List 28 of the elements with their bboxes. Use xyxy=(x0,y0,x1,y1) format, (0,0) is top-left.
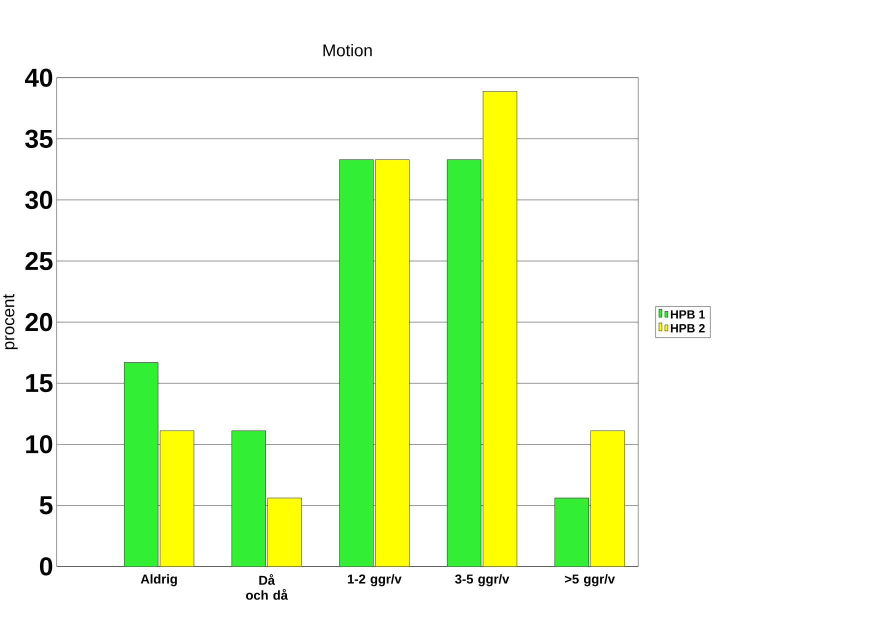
x-tick-label: 3-5 ggr/v xyxy=(455,574,510,586)
y-tick-label: 15 xyxy=(26,374,53,392)
y-tick-label: 25 xyxy=(25,252,53,270)
y-tick-label: 30 xyxy=(25,190,52,209)
bar xyxy=(554,498,589,566)
x-tick-label: Då och då xyxy=(246,574,288,600)
y-tick-label: 20 xyxy=(25,312,52,332)
bar xyxy=(160,430,194,566)
y-tick-label: 40 xyxy=(24,68,52,87)
y-tick-label: 5 xyxy=(40,496,53,514)
x-tick-label: >5 ggr/v xyxy=(564,574,615,586)
y-axis-title: procent xyxy=(3,294,18,350)
bar xyxy=(590,430,625,566)
bar xyxy=(124,362,158,566)
y-tick-label: 10 xyxy=(26,434,52,454)
bar xyxy=(339,159,374,566)
x-tick-label: 1-2 ggr/v xyxy=(348,574,402,586)
legend-label: HPB 2 xyxy=(670,324,705,332)
bar xyxy=(482,90,518,566)
bar xyxy=(446,159,482,566)
y-tick-label: 0 xyxy=(40,557,52,576)
legend-label: HPB 1 xyxy=(670,310,705,318)
bar xyxy=(375,159,410,566)
x-tick-label: Aldrig xyxy=(140,574,177,586)
chart-title: Motion xyxy=(324,44,372,56)
bar xyxy=(268,498,302,566)
bar xyxy=(232,430,266,566)
y-tick-label: 35 xyxy=(25,130,53,148)
